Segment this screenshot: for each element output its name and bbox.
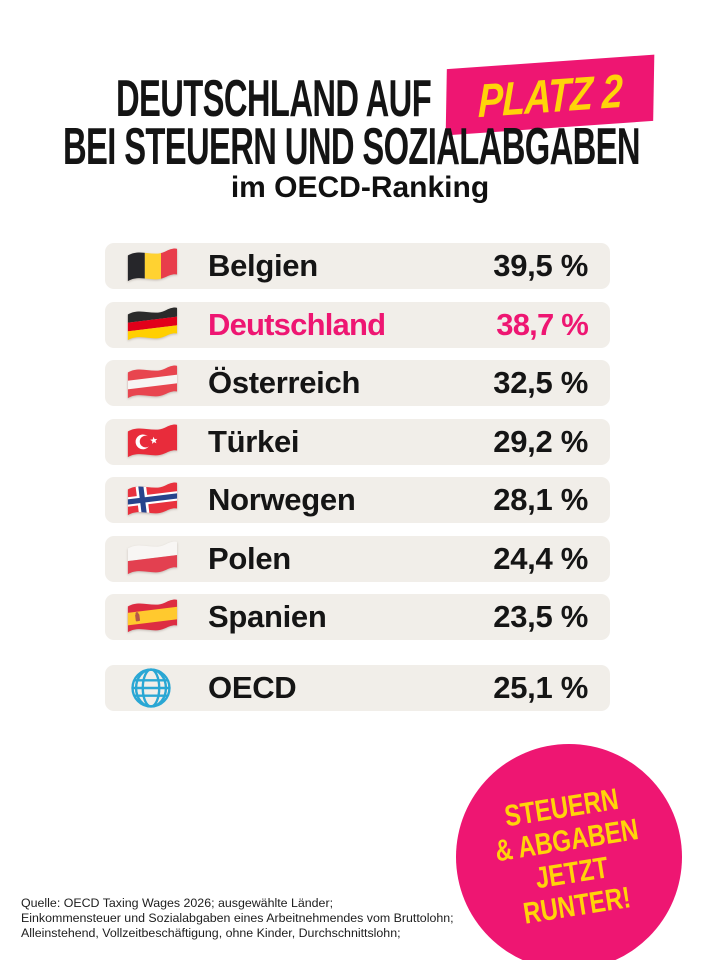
flag-spain-icon (122, 596, 180, 638)
country-value: 24,4 % (493, 540, 588, 576)
flag-poland-icon (122, 538, 180, 580)
cta-sticker: STEUERN & ABGABEN JETZT RUNTER! (456, 744, 682, 960)
country-label: Polen (208, 540, 291, 576)
table-row-tuerkei: Türkei 29,2 % (105, 418, 610, 465)
country-value: 29,2 % (493, 423, 588, 459)
flag-austria-icon (122, 362, 180, 404)
flag-belgium-icon (122, 245, 180, 287)
globe-icon (122, 666, 180, 710)
country-value: 39,5 % (493, 248, 588, 283)
ranking-list: Belgien 39,5 % Deutschland 38,7 % (105, 243, 610, 711)
country-value: 28,1 % (493, 482, 588, 517)
flag-germany-icon (122, 304, 180, 346)
country-value: 32,5 % (493, 365, 588, 400)
flag-norway-icon (122, 479, 180, 521)
source-line: Einkommensteuer und Sozialabgaben eines … (21, 910, 454, 925)
table-row-norwegen: Norwegen 28,1 % (105, 477, 610, 523)
table-row-oesterreich: Österreich 32,5 % (105, 360, 610, 406)
source-line: Alleinstehend, Vollzeitbeschäftigung, oh… (21, 925, 401, 940)
oecd-value: 25,1 % (493, 670, 588, 705)
country-label: Norwegen (208, 482, 356, 517)
country-value: 38,7 % (496, 306, 589, 342)
source-note: Quelle: OECD Taxing Wages 2026; ausgewäh… (21, 896, 454, 940)
table-row-polen: Polen 24,4 % (105, 535, 610, 582)
country-label: Türkei (208, 423, 300, 459)
country-value: 23,5 % (493, 599, 588, 634)
country-label: Deutschland (208, 306, 386, 342)
table-row-oecd: OECD 25,1 % (105, 665, 610, 711)
table-row-deutschland: Deutschland 38,7 % (105, 301, 610, 348)
cta-text: STEUERN & ABGABEN JETZT RUNTER! (487, 781, 650, 934)
country-label: Spanien (208, 599, 327, 634)
country-label: Österreich (208, 365, 361, 400)
title-line2: BEI STEUERN UND SOZIALABGABEN (63, 118, 641, 176)
source-line: Quelle: OECD Taxing Wages 2026; ausgewäh… (21, 896, 334, 910)
table-row-spanien: Spanien 23,5 % (105, 594, 610, 640)
title-line1: DEUTSCHLAND AUF (116, 70, 432, 128)
flag-turkey-icon (122, 421, 180, 463)
oecd-label: OECD (208, 670, 297, 705)
subtitle: im OECD-Ranking (230, 171, 490, 204)
table-row-belgien: Belgien 39,5 % (105, 243, 610, 289)
country-label: Belgien (208, 248, 318, 283)
